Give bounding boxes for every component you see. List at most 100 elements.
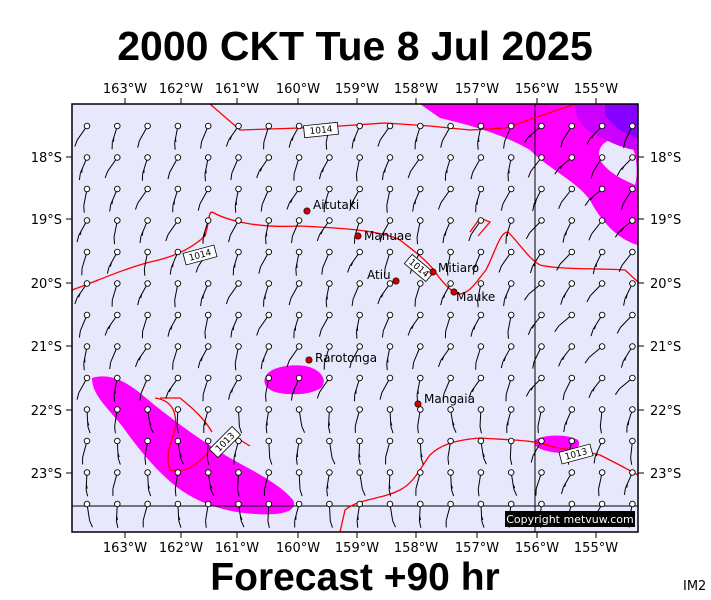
wind-barb: [385, 437, 394, 465]
wind-barb: [204, 311, 212, 339]
wind-barb: [530, 437, 545, 463]
wind-barb: [558, 185, 576, 210]
wind-barb: [532, 343, 545, 369]
town-label: Mangaia: [424, 392, 475, 406]
wind-barb: [554, 154, 576, 175]
wind-barb: [562, 217, 576, 243]
wind-barb: [614, 217, 636, 238]
copyright-badge: Copyright metvuw.com: [505, 511, 635, 527]
lon-tick-label: 159°W: [335, 82, 379, 97]
wind-barb: [235, 500, 245, 528]
wind-barb: [258, 248, 273, 274]
wind-barb: [167, 154, 182, 180]
wind-barb: [355, 154, 363, 182]
lon-tick-label: 156°W: [515, 82, 559, 97]
wind-barb: [235, 469, 242, 497]
map-title: 2000 CKT Tue 8 Jul 2025: [117, 23, 593, 69]
precipitation-area-southeast: [534, 435, 580, 453]
wind-barb: [386, 469, 394, 497]
wind-barb: [325, 280, 333, 308]
wind-barb: [106, 248, 121, 274]
lon-tick-label: 158°W: [394, 82, 438, 97]
wind-barb: [377, 280, 394, 305]
wind-barb: [321, 248, 333, 275]
wind-barb: [174, 122, 182, 150]
lat-tick-label: 23°S: [31, 467, 62, 482]
town-aitutaki: Aitutaki: [303, 198, 359, 215]
wind-barb: [326, 469, 333, 497]
wind-barb: [593, 437, 606, 464]
wind-barb: [347, 248, 363, 273]
wind-barb: [386, 406, 394, 434]
town-label: Mitiaro: [438, 261, 479, 275]
wind-barb: [316, 374, 333, 399]
wind-barb: [111, 280, 121, 307]
lat-tick-label: 22°S: [31, 404, 62, 419]
town-label: Aitutaki: [313, 198, 359, 212]
wind-barb: [83, 500, 93, 528]
wind-barb: [381, 311, 394, 338]
wind-barb: [202, 374, 212, 402]
wind-barb: [228, 374, 242, 400]
wind-barb: [174, 406, 182, 434]
wind-barb: [506, 406, 515, 433]
wind-barb: [584, 185, 606, 206]
wind-barb: [265, 500, 273, 528]
wind-barb: [384, 248, 394, 276]
wind-barb: [351, 280, 363, 307]
wind-barb: [174, 280, 182, 308]
wind-barb: [356, 437, 363, 465]
wind-barb: [586, 122, 606, 145]
wind-barb: [629, 437, 636, 465]
wind-barb: [74, 280, 91, 305]
wind-barb: [620, 343, 636, 368]
wind-barb: [598, 469, 606, 497]
wind-barb: [477, 500, 485, 528]
wind-barb: [529, 248, 545, 274]
wind-barb: [444, 154, 454, 181]
wind-barb: [295, 437, 303, 465]
lat-tick-label: 22°S: [650, 404, 681, 419]
wind-barb: [286, 185, 303, 210]
wind-barb: [614, 374, 636, 395]
lat-tick-label: 20°S: [650, 277, 681, 292]
wind-barb: [355, 311, 363, 339]
wind-barb: [532, 185, 545, 212]
lon-tick-label: 159°W: [335, 541, 379, 556]
lat-tick-label: 20°S: [31, 277, 62, 292]
wind-barb: [525, 374, 545, 397]
wind-barb: [623, 280, 636, 306]
wind-barb: [293, 311, 303, 339]
town-atiu: Atiu: [367, 268, 400, 285]
wind-barb: [560, 122, 576, 148]
wind-barb: [447, 437, 454, 465]
wind-barb: [76, 374, 91, 400]
wind-barb: [172, 185, 182, 213]
wind-barb: [230, 311, 242, 338]
wind-barb: [561, 469, 576, 495]
isobar-label: 1014: [182, 244, 218, 266]
wind-barb: [446, 248, 454, 276]
wind-barb: [444, 311, 454, 339]
wind-barb: [265, 374, 273, 402]
lon-tick-label: 157°W: [455, 541, 499, 556]
wind-barb: [265, 437, 273, 465]
wind-barb: [165, 217, 182, 242]
town-mitiaro: Mitiaro: [429, 261, 479, 276]
map-axes: 163°W 163°W 162°W 162°W 161°W 161°W 160°W 160°W…: [31, 82, 682, 556]
wind-barb: [417, 500, 424, 528]
wind-barb: [204, 437, 212, 465]
wind-barb: [76, 217, 91, 243]
lat-tick-label: 21°S: [31, 340, 62, 355]
wind-barb: [440, 122, 454, 148]
wind-barb: [326, 500, 333, 528]
wind-barb: [507, 154, 515, 182]
wind-barb: [233, 437, 242, 465]
town-label: Atiu: [367, 268, 391, 282]
wind-barb: [265, 406, 273, 434]
wind-barb: [588, 374, 606, 399]
wind-barb: [507, 469, 518, 496]
wind-barb: [353, 374, 363, 402]
wind-barb: [203, 406, 212, 433]
